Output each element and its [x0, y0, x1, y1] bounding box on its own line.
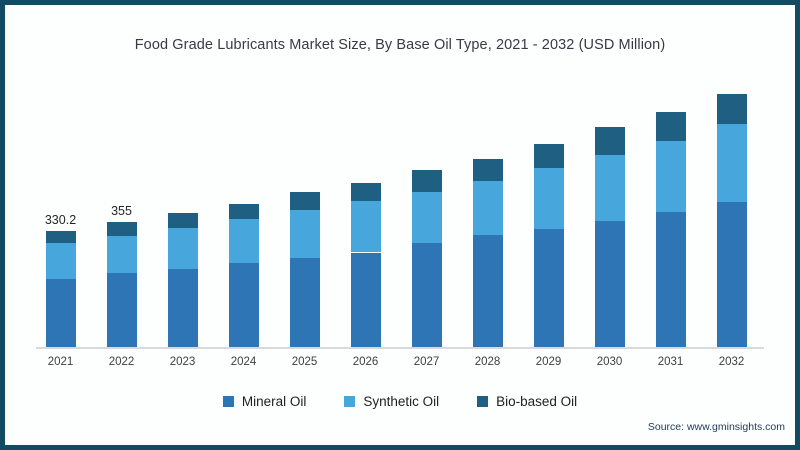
x-axis-label-2025: 2025: [291, 356, 318, 368]
bar-segment-2027-synthetic-oil: [411, 192, 442, 244]
bar-segment-2021-bio-based-oil: [45, 231, 76, 243]
plot-area: 2021 330.2 2022 355 2023 2024 2025 2026 2027 2028…: [5, 5, 795, 445]
legend-swatch-icon: [222, 396, 234, 407]
bar-segment-2031-synthetic-oil: [655, 140, 686, 213]
bar-segment-2026-synthetic-oil: [350, 201, 381, 253]
bar-segment-2028-synthetic-oil: [472, 180, 503, 236]
x-axis-label-2022: 2022: [108, 356, 135, 368]
source-text: Source: www.gminsights.com: [647, 421, 785, 433]
legend-item-synthetic-oil: Synthetic Oil: [344, 394, 439, 409]
chart-title: Food Grade Lubricants Market Size, By Ba…: [134, 37, 666, 53]
bar-segment-2025-mineral-oil: [289, 258, 320, 347]
legend-label: Mineral Oil: [241, 394, 307, 409]
x-axis-label-2023: 2023: [169, 356, 196, 368]
bar-segment-2022-synthetic-oil: [106, 235, 137, 274]
legend-label: Synthetic Oil: [363, 394, 440, 409]
bar-segment-2032-synthetic-oil: [716, 123, 747, 203]
x-axis-label-2030: 2030: [596, 356, 623, 368]
bar-segment-2024-bio-based-oil: [228, 204, 259, 220]
legend-swatch-icon: [344, 396, 356, 407]
legend-item-mineral-oil: Mineral Oil: [222, 394, 307, 409]
x-axis-label-2031: 2031: [657, 356, 684, 368]
bar-segment-2030-bio-based-oil: [594, 126, 625, 155]
x-axis-label-2024: 2024: [230, 356, 257, 368]
bar-segment-2032-bio-based-oil: [716, 93, 747, 124]
bar-segment-2030-mineral-oil: [594, 221, 625, 347]
bar-segment-2021-mineral-oil: [45, 278, 76, 347]
bar-segment-2030-synthetic-oil: [594, 154, 625, 222]
bar-segment-2029-bio-based-oil: [533, 143, 564, 168]
legend-item-bio-based-oil: Bio-based Oil: [477, 394, 577, 409]
bar-segment-2025-bio-based-oil: [289, 192, 320, 211]
bar-segment-2028-bio-based-oil: [472, 158, 503, 181]
bar-segment-2029-mineral-oil: [533, 229, 564, 347]
bar-segment-2029-synthetic-oil: [533, 167, 564, 230]
x-axis-label-2032: 2032: [718, 356, 745, 368]
bar-segment-2031-bio-based-oil: [655, 111, 686, 141]
bar-segment-2026-mineral-oil: [350, 252, 381, 347]
x-axis-line: [36, 347, 764, 349]
bar-segment-2023-bio-based-oil: [167, 213, 198, 229]
legend-label: Bio-based Oil: [496, 394, 578, 409]
bar-segment-2031-mineral-oil: [655, 212, 686, 347]
x-axis-label-2027: 2027: [413, 356, 440, 368]
bar-segment-2024-synthetic-oil: [228, 219, 259, 264]
bar-segment-2023-mineral-oil: [167, 268, 198, 347]
bar-segment-2028-mineral-oil: [472, 235, 503, 347]
x-axis-label-2028: 2028: [474, 356, 501, 368]
bar-segment-2026-bio-based-oil: [350, 182, 381, 202]
bar-segment-2022-mineral-oil: [106, 273, 137, 347]
bar-segment-2032-mineral-oil: [716, 202, 747, 347]
legend: Mineral Oil Synthetic Oil Bio-based Oil: [5, 394, 795, 409]
bar-segment-2027-mineral-oil: [411, 243, 442, 347]
x-axis-label-2029: 2029: [535, 356, 562, 368]
bar-segment-2021-synthetic-oil: [45, 243, 76, 279]
bar-segment-2022-bio-based-oil: [106, 222, 137, 236]
legend-swatch-icon: [477, 396, 489, 407]
data-label-2022: 355: [111, 204, 132, 219]
data-label-2021: 330.2: [44, 213, 77, 227]
bar-segment-2027-bio-based-oil: [411, 169, 442, 193]
bar-segment-2023-synthetic-oil: [167, 228, 198, 269]
x-axis-label-2021: 2021: [47, 356, 74, 368]
bar-segment-2024-mineral-oil: [228, 263, 259, 347]
x-axis-label-2026: 2026: [352, 356, 379, 368]
bar-segment-2025-synthetic-oil: [289, 210, 320, 259]
